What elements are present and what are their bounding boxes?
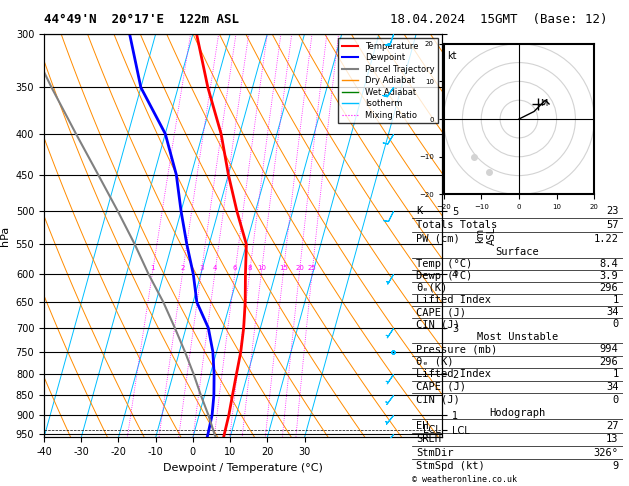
Text: CIN (J): CIN (J)	[416, 319, 460, 330]
Text: 0: 0	[612, 319, 618, 330]
Text: M: M	[540, 99, 547, 108]
Text: PW (cm): PW (cm)	[416, 234, 460, 243]
Text: Lifted Index: Lifted Index	[416, 369, 491, 380]
Text: 23: 23	[606, 206, 618, 216]
Text: 18.04.2024  15GMT  (Base: 12): 18.04.2024 15GMT (Base: 12)	[390, 13, 608, 26]
Text: CAPE (J): CAPE (J)	[416, 382, 466, 392]
Y-axis label: km
ASL: km ASL	[476, 226, 497, 245]
Text: 8: 8	[248, 264, 252, 271]
Text: 1.22: 1.22	[594, 234, 618, 243]
Text: © weatheronline.co.uk: © weatheronline.co.uk	[412, 474, 517, 484]
Text: 994: 994	[599, 344, 618, 354]
Text: 8.4: 8.4	[599, 259, 618, 269]
Text: 0: 0	[612, 395, 618, 404]
Text: Most Unstable: Most Unstable	[477, 332, 558, 342]
Text: 326°: 326°	[594, 448, 618, 458]
Text: 57: 57	[606, 220, 618, 230]
Text: 3: 3	[199, 264, 204, 271]
Text: 1: 1	[612, 295, 618, 305]
Legend: Temperature, Dewpoint, Parcel Trajectory, Dry Adiabat, Wet Adiabat, Isotherm, Mi: Temperature, Dewpoint, Parcel Trajectory…	[338, 38, 438, 123]
Text: 20: 20	[295, 264, 304, 271]
Text: 13: 13	[606, 434, 618, 444]
Text: 6: 6	[233, 264, 238, 271]
Text: 34: 34	[606, 307, 618, 317]
Text: LCL: LCL	[423, 425, 441, 435]
Text: θₑ(K): θₑ(K)	[416, 283, 447, 293]
Text: kt: kt	[447, 52, 457, 61]
Text: CIN (J): CIN (J)	[416, 395, 460, 404]
Text: 3.9: 3.9	[599, 271, 618, 281]
Text: Lifted Index: Lifted Index	[416, 295, 491, 305]
Text: 44°49'N  20°17'E  122m ASL: 44°49'N 20°17'E 122m ASL	[44, 13, 239, 26]
Text: 9: 9	[612, 461, 618, 471]
Text: θₑ (K): θₑ (K)	[416, 357, 454, 367]
Text: SREH: SREH	[416, 434, 441, 444]
Text: StmDir: StmDir	[416, 448, 454, 458]
Text: 296: 296	[599, 283, 618, 293]
Text: 2: 2	[181, 264, 185, 271]
Text: Hodograph: Hodograph	[489, 408, 545, 417]
Text: 296: 296	[599, 357, 618, 367]
Text: Surface: Surface	[496, 246, 539, 257]
Text: Temp (°C): Temp (°C)	[416, 259, 472, 269]
X-axis label: Dewpoint / Temperature (°C): Dewpoint / Temperature (°C)	[163, 463, 323, 473]
Text: 4: 4	[213, 264, 218, 271]
Text: 1: 1	[612, 369, 618, 380]
Text: StmSpd (kt): StmSpd (kt)	[416, 461, 485, 471]
Text: K: K	[416, 206, 423, 216]
Text: 15: 15	[279, 264, 288, 271]
Text: 27: 27	[606, 421, 618, 431]
Text: 25: 25	[308, 264, 317, 271]
Text: 10: 10	[257, 264, 266, 271]
Text: Pressure (mb): Pressure (mb)	[416, 344, 498, 354]
Text: 34: 34	[606, 382, 618, 392]
Text: 1: 1	[150, 264, 155, 271]
Text: CAPE (J): CAPE (J)	[416, 307, 466, 317]
Text: Totals Totals: Totals Totals	[416, 220, 498, 230]
Y-axis label: hPa: hPa	[0, 226, 10, 246]
Text: EH: EH	[416, 421, 429, 431]
Text: Dewp (°C): Dewp (°C)	[416, 271, 472, 281]
